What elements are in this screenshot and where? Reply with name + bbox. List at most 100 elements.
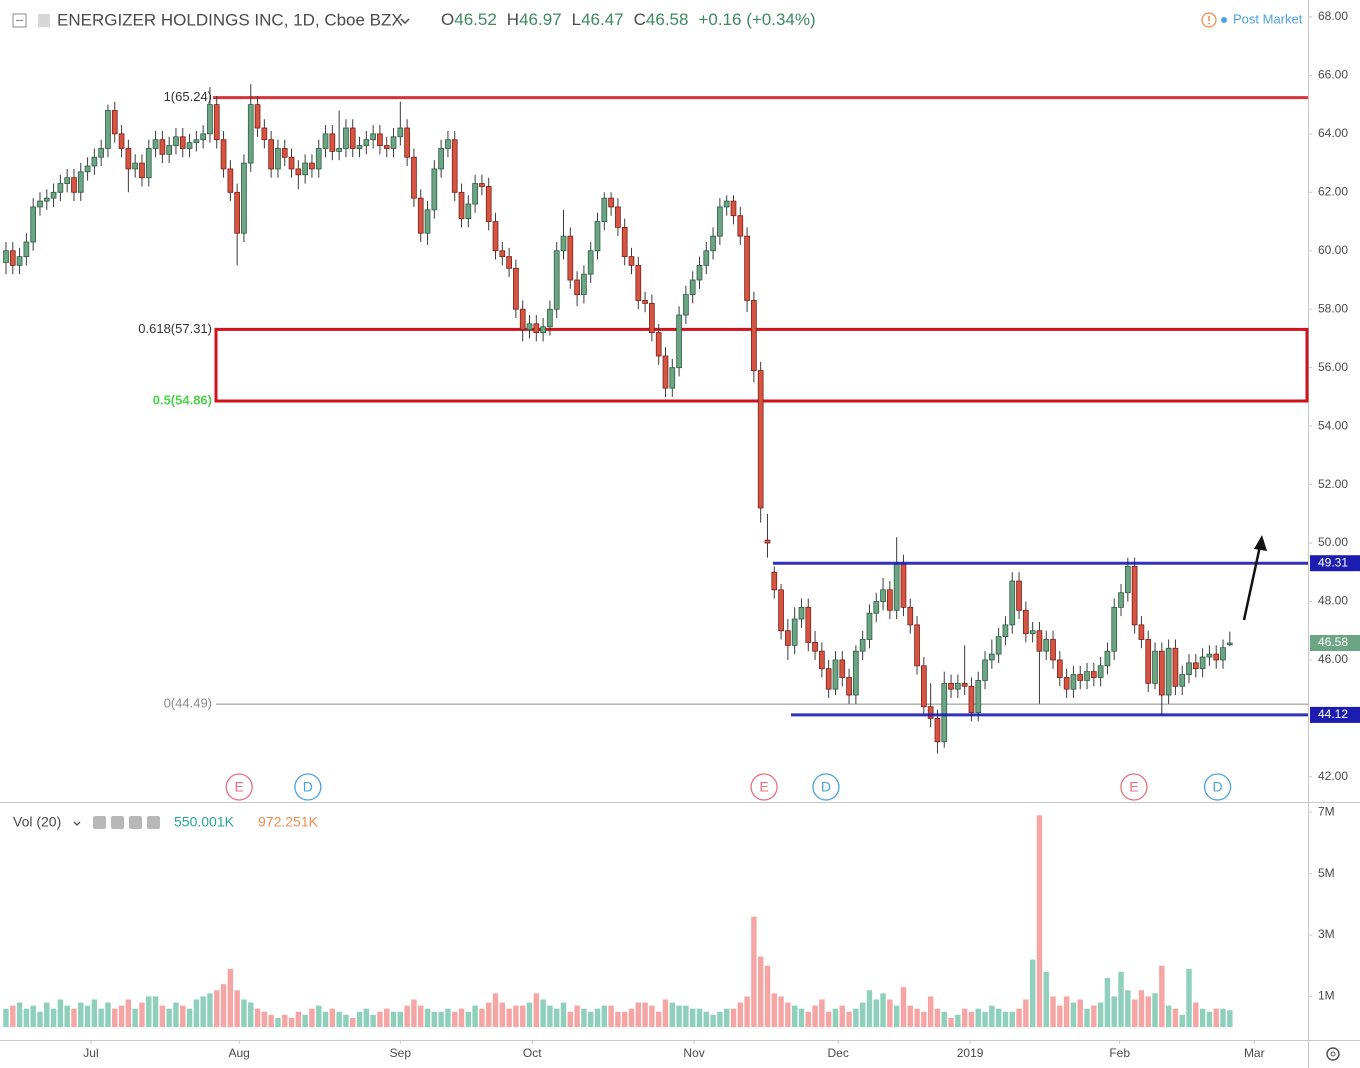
volume-bar bbox=[282, 1014, 288, 1028]
candle-body bbox=[499, 250, 506, 258]
volume-bar bbox=[615, 1011, 621, 1028]
candle-body bbox=[744, 235, 750, 301]
more-button[interactable] bbox=[147, 816, 160, 829]
volume-bar bbox=[893, 1005, 900, 1028]
candle-body bbox=[812, 642, 818, 652]
collapse-button[interactable] bbox=[12, 13, 27, 28]
volume-bar bbox=[982, 1011, 988, 1028]
open-value: 46.52 bbox=[454, 10, 497, 29]
price-tag bbox=[1310, 555, 1360, 572]
x-tick-label: Nov bbox=[683, 1046, 704, 1060]
x-tick-label: Sep bbox=[390, 1046, 412, 1060]
candle-body bbox=[547, 308, 553, 328]
volume-bar bbox=[628, 1008, 635, 1028]
candle-body bbox=[241, 162, 247, 234]
candle-body bbox=[907, 606, 914, 626]
event-label: E bbox=[759, 779, 768, 795]
volume-bar bbox=[519, 1005, 526, 1028]
candle-body bbox=[642, 300, 648, 304]
add-button[interactable] bbox=[129, 816, 142, 829]
candle-body bbox=[887, 589, 893, 611]
candle-body bbox=[934, 718, 941, 743]
fib-level-label: 0.618(57.31) bbox=[138, 321, 212, 336]
candle-body bbox=[370, 133, 376, 141]
candle-body bbox=[166, 145, 173, 155]
candle-body bbox=[873, 601, 880, 614]
volume-bar bbox=[608, 1005, 614, 1028]
volume-bar bbox=[1111, 996, 1117, 1028]
volume-bar bbox=[873, 999, 879, 1028]
candle-body bbox=[1050, 639, 1056, 661]
volume-bar bbox=[288, 1017, 295, 1028]
volume-bar bbox=[336, 1011, 342, 1028]
candle-body bbox=[451, 139, 458, 193]
volume-bar bbox=[968, 1011, 975, 1028]
volume-bar bbox=[431, 1011, 438, 1028]
candle-body bbox=[1138, 624, 1145, 640]
volume-bar bbox=[1213, 1008, 1219, 1028]
settings-gear-core bbox=[1330, 1051, 1336, 1057]
volume-bar bbox=[1159, 965, 1165, 1028]
volume-bar bbox=[363, 1008, 370, 1028]
volume-bar bbox=[1023, 999, 1029, 1028]
volume-bar bbox=[472, 1005, 478, 1028]
volume-bar bbox=[492, 993, 499, 1028]
visibility-button[interactable] bbox=[93, 816, 106, 829]
candle-body bbox=[825, 668, 832, 690]
candle-body bbox=[988, 653, 995, 661]
y-tick-label: 66.00 bbox=[1318, 68, 1348, 82]
volume-y-tick-label: 1M bbox=[1318, 989, 1335, 1003]
candle-body bbox=[560, 235, 567, 252]
settings-gear[interactable] bbox=[1326, 1047, 1340, 1061]
volume-bar bbox=[574, 1005, 580, 1028]
candle-body bbox=[921, 665, 927, 708]
event-marker bbox=[812, 773, 840, 801]
high-letter: H bbox=[507, 10, 519, 29]
volume-bar bbox=[118, 1005, 125, 1028]
y-tick-label: 68.00 bbox=[1318, 9, 1348, 23]
candle-body bbox=[1131, 566, 1138, 626]
candle-body bbox=[751, 300, 757, 372]
candle-body bbox=[900, 563, 907, 608]
candle-body bbox=[125, 148, 132, 170]
candle-body bbox=[533, 323, 540, 334]
volume-bar bbox=[214, 990, 220, 1028]
candle-body bbox=[1213, 653, 1220, 661]
candle-body bbox=[730, 200, 737, 217]
volume-bar bbox=[23, 1008, 30, 1028]
candle-body bbox=[1165, 647, 1172, 696]
volume-bar bbox=[16, 1002, 23, 1028]
candle-body bbox=[363, 139, 370, 146]
candle-body bbox=[186, 142, 193, 149]
settings-button[interactable] bbox=[111, 816, 124, 829]
y-tick-label: 54.00 bbox=[1318, 418, 1348, 432]
candle-body bbox=[322, 133, 329, 149]
candle-body bbox=[1111, 606, 1118, 652]
candle-body bbox=[669, 367, 676, 389]
candle-body bbox=[723, 200, 730, 208]
volume-dropdown[interactable] bbox=[73, 821, 81, 826]
candle-body bbox=[111, 110, 118, 135]
symbol-dropdown[interactable] bbox=[400, 18, 410, 25]
candle-body bbox=[526, 323, 533, 331]
candle-body bbox=[1192, 662, 1199, 670]
volume-bar bbox=[1009, 1011, 1015, 1028]
event-label: D bbox=[1213, 779, 1223, 795]
candle-body bbox=[213, 104, 220, 141]
candle-body bbox=[553, 250, 560, 310]
volume-bar bbox=[778, 996, 784, 1028]
volume-bar bbox=[846, 1011, 852, 1028]
candle-body bbox=[1036, 630, 1043, 652]
volume-bar bbox=[1145, 996, 1151, 1028]
volume-bar bbox=[1199, 1008, 1206, 1028]
volume-bar bbox=[696, 1008, 703, 1028]
volume-bar bbox=[587, 1011, 594, 1028]
volume-bar bbox=[1043, 971, 1049, 1028]
open-letter: O bbox=[441, 10, 454, 29]
ohlc-header: O46.52 H46.97 L46.47 C46.58 +0.16 (+0.34%) bbox=[441, 10, 816, 29]
candle-body bbox=[710, 235, 716, 252]
volume-bar bbox=[900, 987, 907, 1028]
candle-body bbox=[1063, 677, 1070, 690]
candle-body bbox=[1002, 624, 1009, 637]
